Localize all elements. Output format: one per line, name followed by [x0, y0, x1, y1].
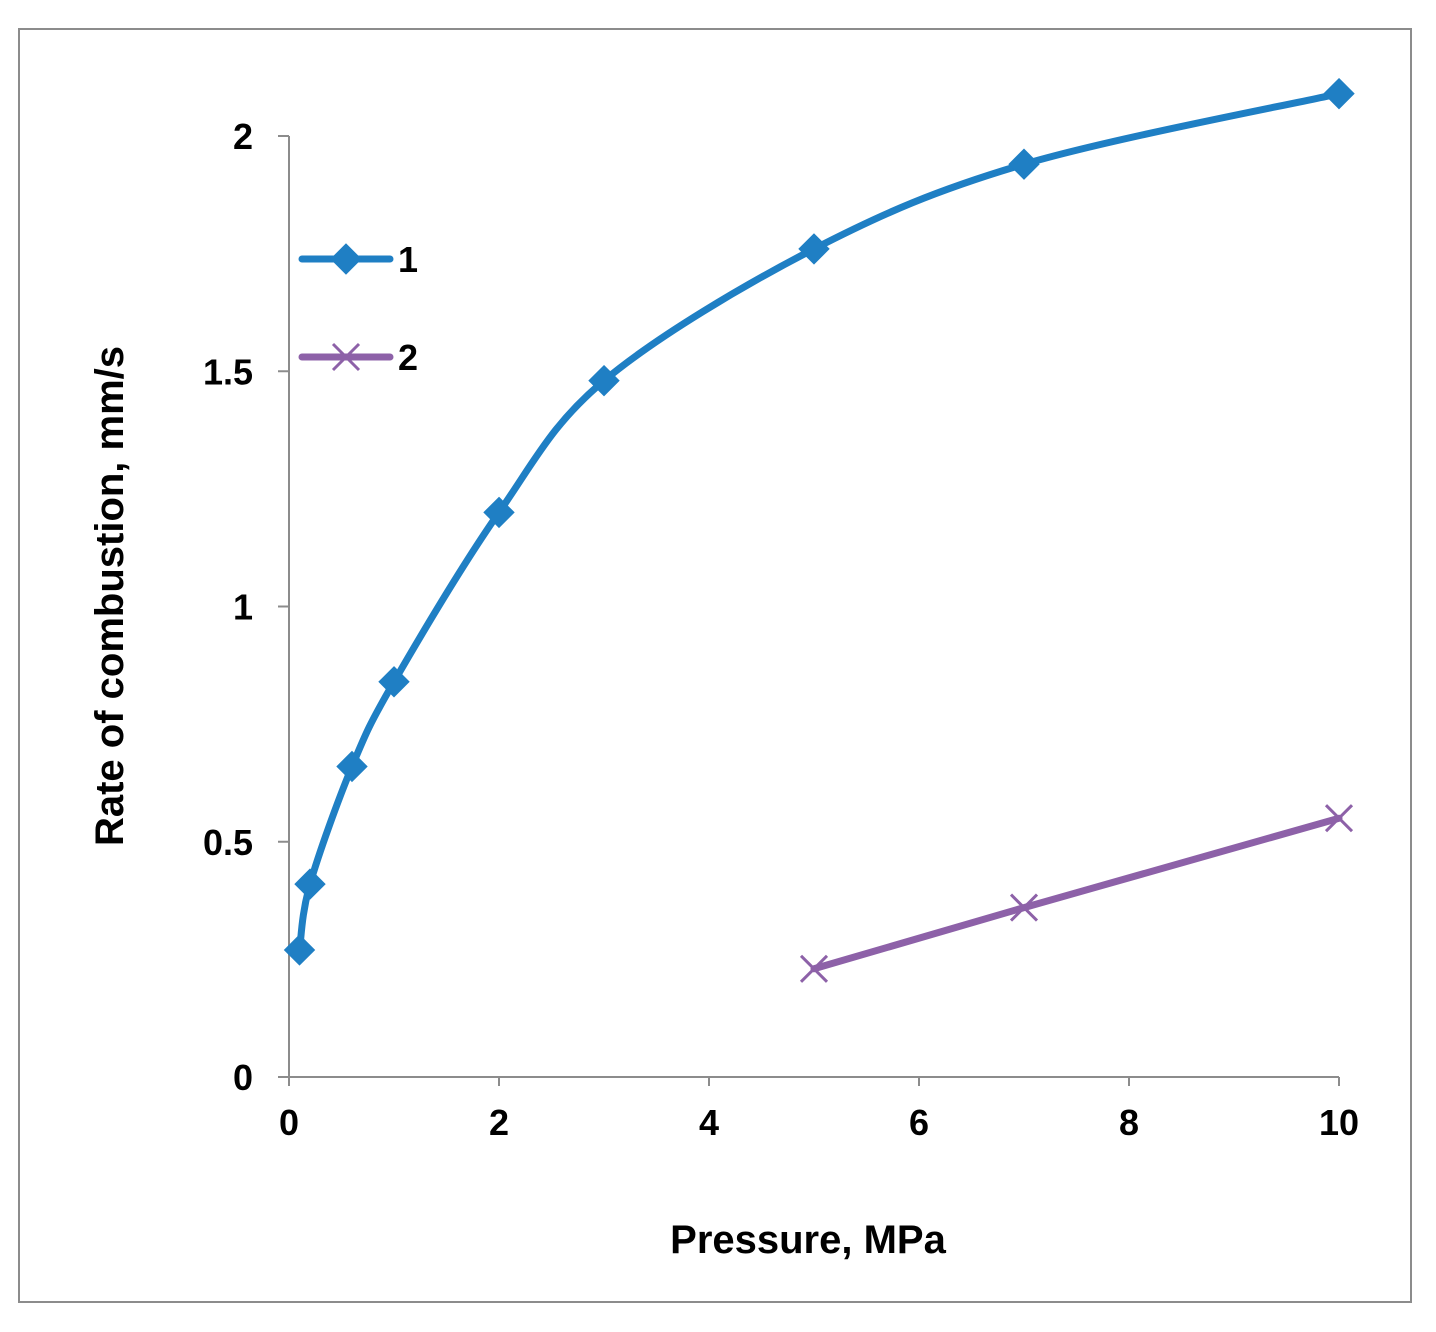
legend-label-2: 2	[398, 337, 418, 378]
series-1-point	[294, 868, 326, 900]
legend-marker-2	[331, 342, 361, 372]
x-tick-label: 0	[279, 1102, 299, 1143]
y-tick-label: 0	[233, 1057, 253, 1098]
x-tick-label: 2	[489, 1102, 509, 1143]
series-1-point	[1323, 77, 1355, 110]
x-tick-label: 10	[1319, 1102, 1359, 1143]
chart-frame	[18, 28, 1412, 1303]
series-1-point	[283, 934, 316, 966]
ticks: 0 2 4 6 8 10 0 0.5 1 1.5 2	[203, 116, 1359, 1143]
y-axis-title: Rate of combustion, mm/s	[88, 346, 132, 846]
legend-label-1: 1	[398, 239, 418, 280]
series-2-point	[1324, 804, 1354, 833]
x-tick-label: 6	[909, 1102, 929, 1143]
y-tick-label: 1	[233, 587, 253, 628]
series-2-line	[810, 814, 1343, 973]
x-axis-title: Pressure, MPa	[670, 1218, 946, 1262]
legend: 12	[298, 239, 418, 378]
y-tick-label: 1.5	[203, 351, 253, 392]
series-2-point	[1009, 893, 1039, 922]
series-1-point	[378, 666, 410, 698]
axes	[288, 136, 1339, 1078]
series-1-point	[336, 750, 368, 783]
series-1-point	[588, 364, 620, 397]
x-tick-label: 4	[699, 1102, 719, 1143]
series-2-point	[799, 954, 829, 983]
legend-marker-1	[330, 243, 362, 275]
y-tick-label: 0.5	[203, 822, 253, 863]
series-1-point	[483, 496, 515, 529]
series-layer	[283, 77, 1355, 983]
series-1-point	[798, 233, 830, 265]
series-1-point	[1008, 148, 1040, 180]
y-tick-label: 2	[233, 116, 253, 157]
x-tick-label: 8	[1119, 1102, 1139, 1143]
series-1-line	[296, 90, 1343, 954]
